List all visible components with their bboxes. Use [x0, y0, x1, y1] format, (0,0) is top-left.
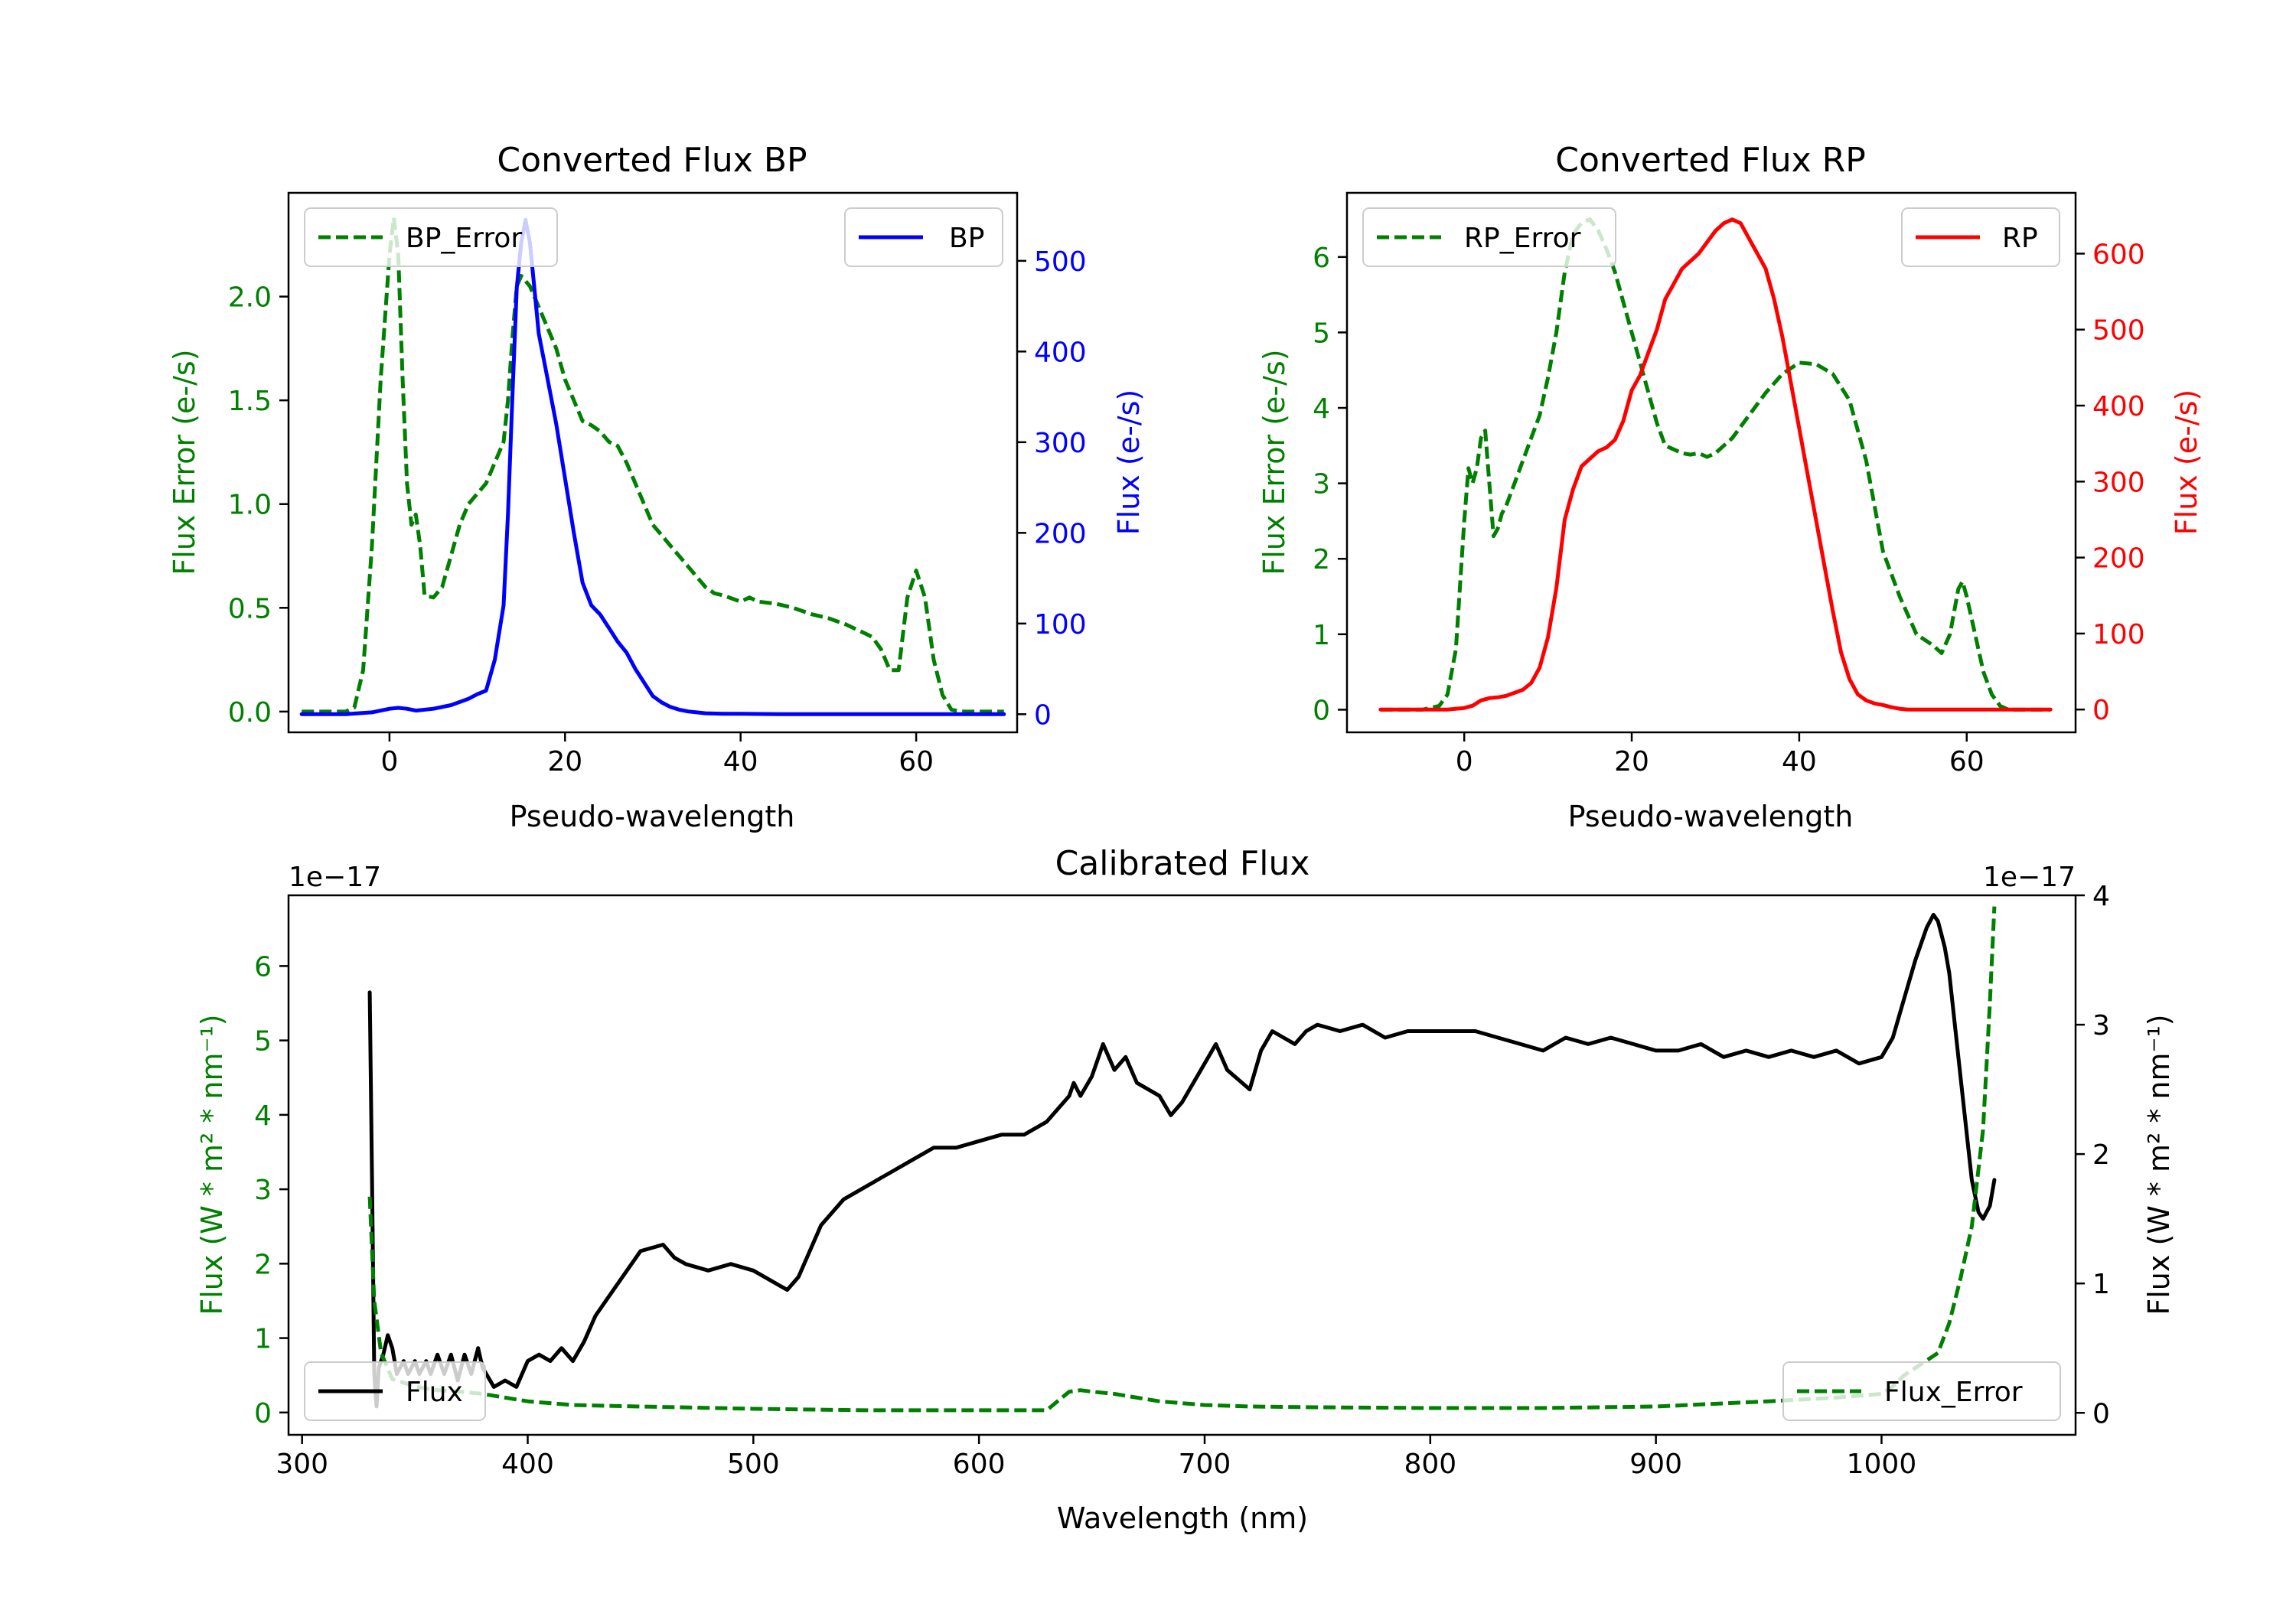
bp-axes-frame [287, 191, 1019, 734]
rp-ytick-right-label: 0 [2092, 695, 2110, 726]
bp-xtick-label: 20 [547, 746, 582, 777]
cal-ytick-left-label: 0 [254, 1398, 272, 1429]
cal-legend-error: Flux_Error [1782, 1361, 2061, 1421]
cal-series-flux [367, 912, 1997, 1409]
cal-panel: Calibrated Flux 1e−17 1e−17 300 400 500 600… [195, 844, 2176, 1535]
cal-ytick-left-label: 2 [254, 1249, 272, 1280]
bp-ytick-right-label: 100 [1034, 609, 1087, 641]
rp-ytick-left-label: 2 [1313, 544, 1330, 575]
bp-ytick-left-label: 1.0 [228, 490, 272, 521]
cal-ytick-left-label: 4 [254, 1100, 272, 1132]
rp-xtick-label: 20 [1614, 746, 1649, 777]
cal-ytick-right-label: 3 [2092, 1010, 2110, 1041]
cal-ylabel-left: Flux (W * m² * nm⁻¹) [195, 1014, 229, 1315]
rp-ytick-left-label: 1 [1313, 620, 1330, 651]
bp-series-bp [299, 218, 1006, 716]
rp-xtick-label: 60 [1949, 746, 1985, 777]
cal-legend-error-label: Flux_Error [1884, 1377, 2023, 1408]
rp-ylabel-left: Flux Error (e-/s) [1257, 349, 1291, 575]
rp-ytick-left-label: 0 [1313, 695, 1330, 726]
cal-xtick-label: 400 [501, 1449, 554, 1480]
bp-legend-flux-label: BP [949, 223, 984, 254]
bp-ylabel-left: Flux Error (e-/s) [168, 349, 201, 575]
rp-ytick-left-label: 6 [1313, 243, 1330, 274]
cal-xtick-label: 900 [1629, 1449, 1682, 1480]
rp-xtick-label: 0 [1456, 746, 1473, 777]
rp-ytick-right-label: 100 [2092, 619, 2145, 650]
rp-xtick-label: 40 [1782, 746, 1817, 777]
rp-axes-frame [1345, 191, 2077, 734]
bp-xlabel: Pseudo-wavelength [510, 800, 795, 833]
cal-ylabel-right: Flux (W * m² * nm⁻¹) [2142, 1014, 2176, 1315]
bp-panel: Converted Flux BP 0 20 40 60 0.0 0.5 1.0 1.5 2.0… [168, 141, 1146, 833]
bp-ytick-left-label: 1.5 [228, 386, 272, 417]
rp-ytick-right-label: 300 [2092, 467, 2145, 498]
cal-ytick-right-label: 0 [2092, 1398, 2110, 1429]
cal-xlabel: Wavelength (nm) [1057, 1501, 1308, 1535]
cal-offset-left: 1e−17 [289, 862, 381, 893]
bp-xtick-label: 0 [380, 746, 398, 777]
bp-title: Converted Flux BP [497, 141, 807, 180]
rp-ytick-right-label: 200 [2092, 543, 2145, 575]
cal-legend-flux-label: Flux [406, 1377, 463, 1408]
rp-ylabel-right: Flux (e-/s) [2170, 390, 2203, 535]
rp-legend-error-label: RP_Error [1464, 223, 1581, 254]
cal-xtick-label: 500 [727, 1449, 780, 1480]
bp-ytick-right-label: 0 [1034, 699, 1052, 731]
bp-legend-error: BP_Error [304, 207, 558, 267]
cal-xtick-label: 1000 [1847, 1449, 1917, 1480]
cal-xtick-label: 800 [1404, 1449, 1456, 1480]
rp-ytick-left-label: 3 [1313, 469, 1330, 500]
rp-ytick-right-label: 600 [2092, 239, 2145, 270]
cal-ytick-left-label: 3 [254, 1175, 272, 1206]
bp-ytick-right-label: 400 [1034, 337, 1087, 368]
bp-xtick-label: 60 [899, 746, 934, 777]
rp-ytick-left-label: 5 [1313, 318, 1330, 349]
cal-xtick-label: 300 [276, 1449, 328, 1480]
cal-ytick-left-label: 5 [254, 1026, 272, 1058]
cal-ytick-left-label: 6 [254, 951, 272, 983]
cal-ytick-right-label: 4 [2092, 881, 2110, 912]
rp-ytick-right-label: 500 [2092, 315, 2145, 347]
bp-ytick-right-label: 300 [1034, 428, 1087, 459]
rp-legend-flux: RP [1901, 207, 2060, 267]
bp-ytick-left-label: 0.5 [228, 593, 272, 624]
bp-ytick-right-label: 500 [1034, 246, 1087, 278]
bp-ytick-left-label: 0.0 [228, 697, 272, 729]
rp-xlabel: Pseudo-wavelength [1568, 800, 1854, 833]
cal-xtick-label: 600 [953, 1449, 1006, 1480]
cal-ytick-right-label: 2 [2092, 1139, 2110, 1171]
bp-ylabel-right: Flux (e-/s) [1112, 390, 1146, 535]
bp-series-bp-error [302, 216, 1004, 714]
rp-series-rp-error [1380, 217, 2051, 712]
cal-title: Calibrated Flux [1055, 844, 1310, 883]
rp-series-rp [1378, 217, 2053, 712]
bp-legend-error-label: BP_Error [406, 223, 522, 254]
bp-ytick-right-label: 200 [1034, 518, 1087, 549]
cal-xtick-label: 700 [1179, 1449, 1231, 1480]
cal-legend-flux: Flux [304, 1361, 486, 1421]
bp-legend-flux: BP [844, 207, 1003, 267]
rp-ytick-left-label: 4 [1313, 393, 1330, 425]
bp-ytick-left-label: 2.0 [228, 282, 272, 314]
rp-legend-flux-label: RP [2002, 223, 2038, 254]
rp-panel: Converted Flux RP 0 20 40 60012345601002003… [1257, 141, 2203, 833]
rp-title: Converted Flux RP [1555, 141, 1866, 180]
cal-ytick-right-label: 1 [2092, 1269, 2110, 1300]
bp-xtick-label: 40 [723, 746, 758, 777]
cal-offset-right: 1e−17 [1983, 862, 2076, 893]
rp-legend-error: RP_Error [1362, 207, 1616, 267]
rp-ytick-right-label: 400 [2092, 391, 2145, 422]
cal-axes-frame [287, 894, 2077, 1436]
cal-ytick-left-label: 1 [254, 1324, 272, 1355]
